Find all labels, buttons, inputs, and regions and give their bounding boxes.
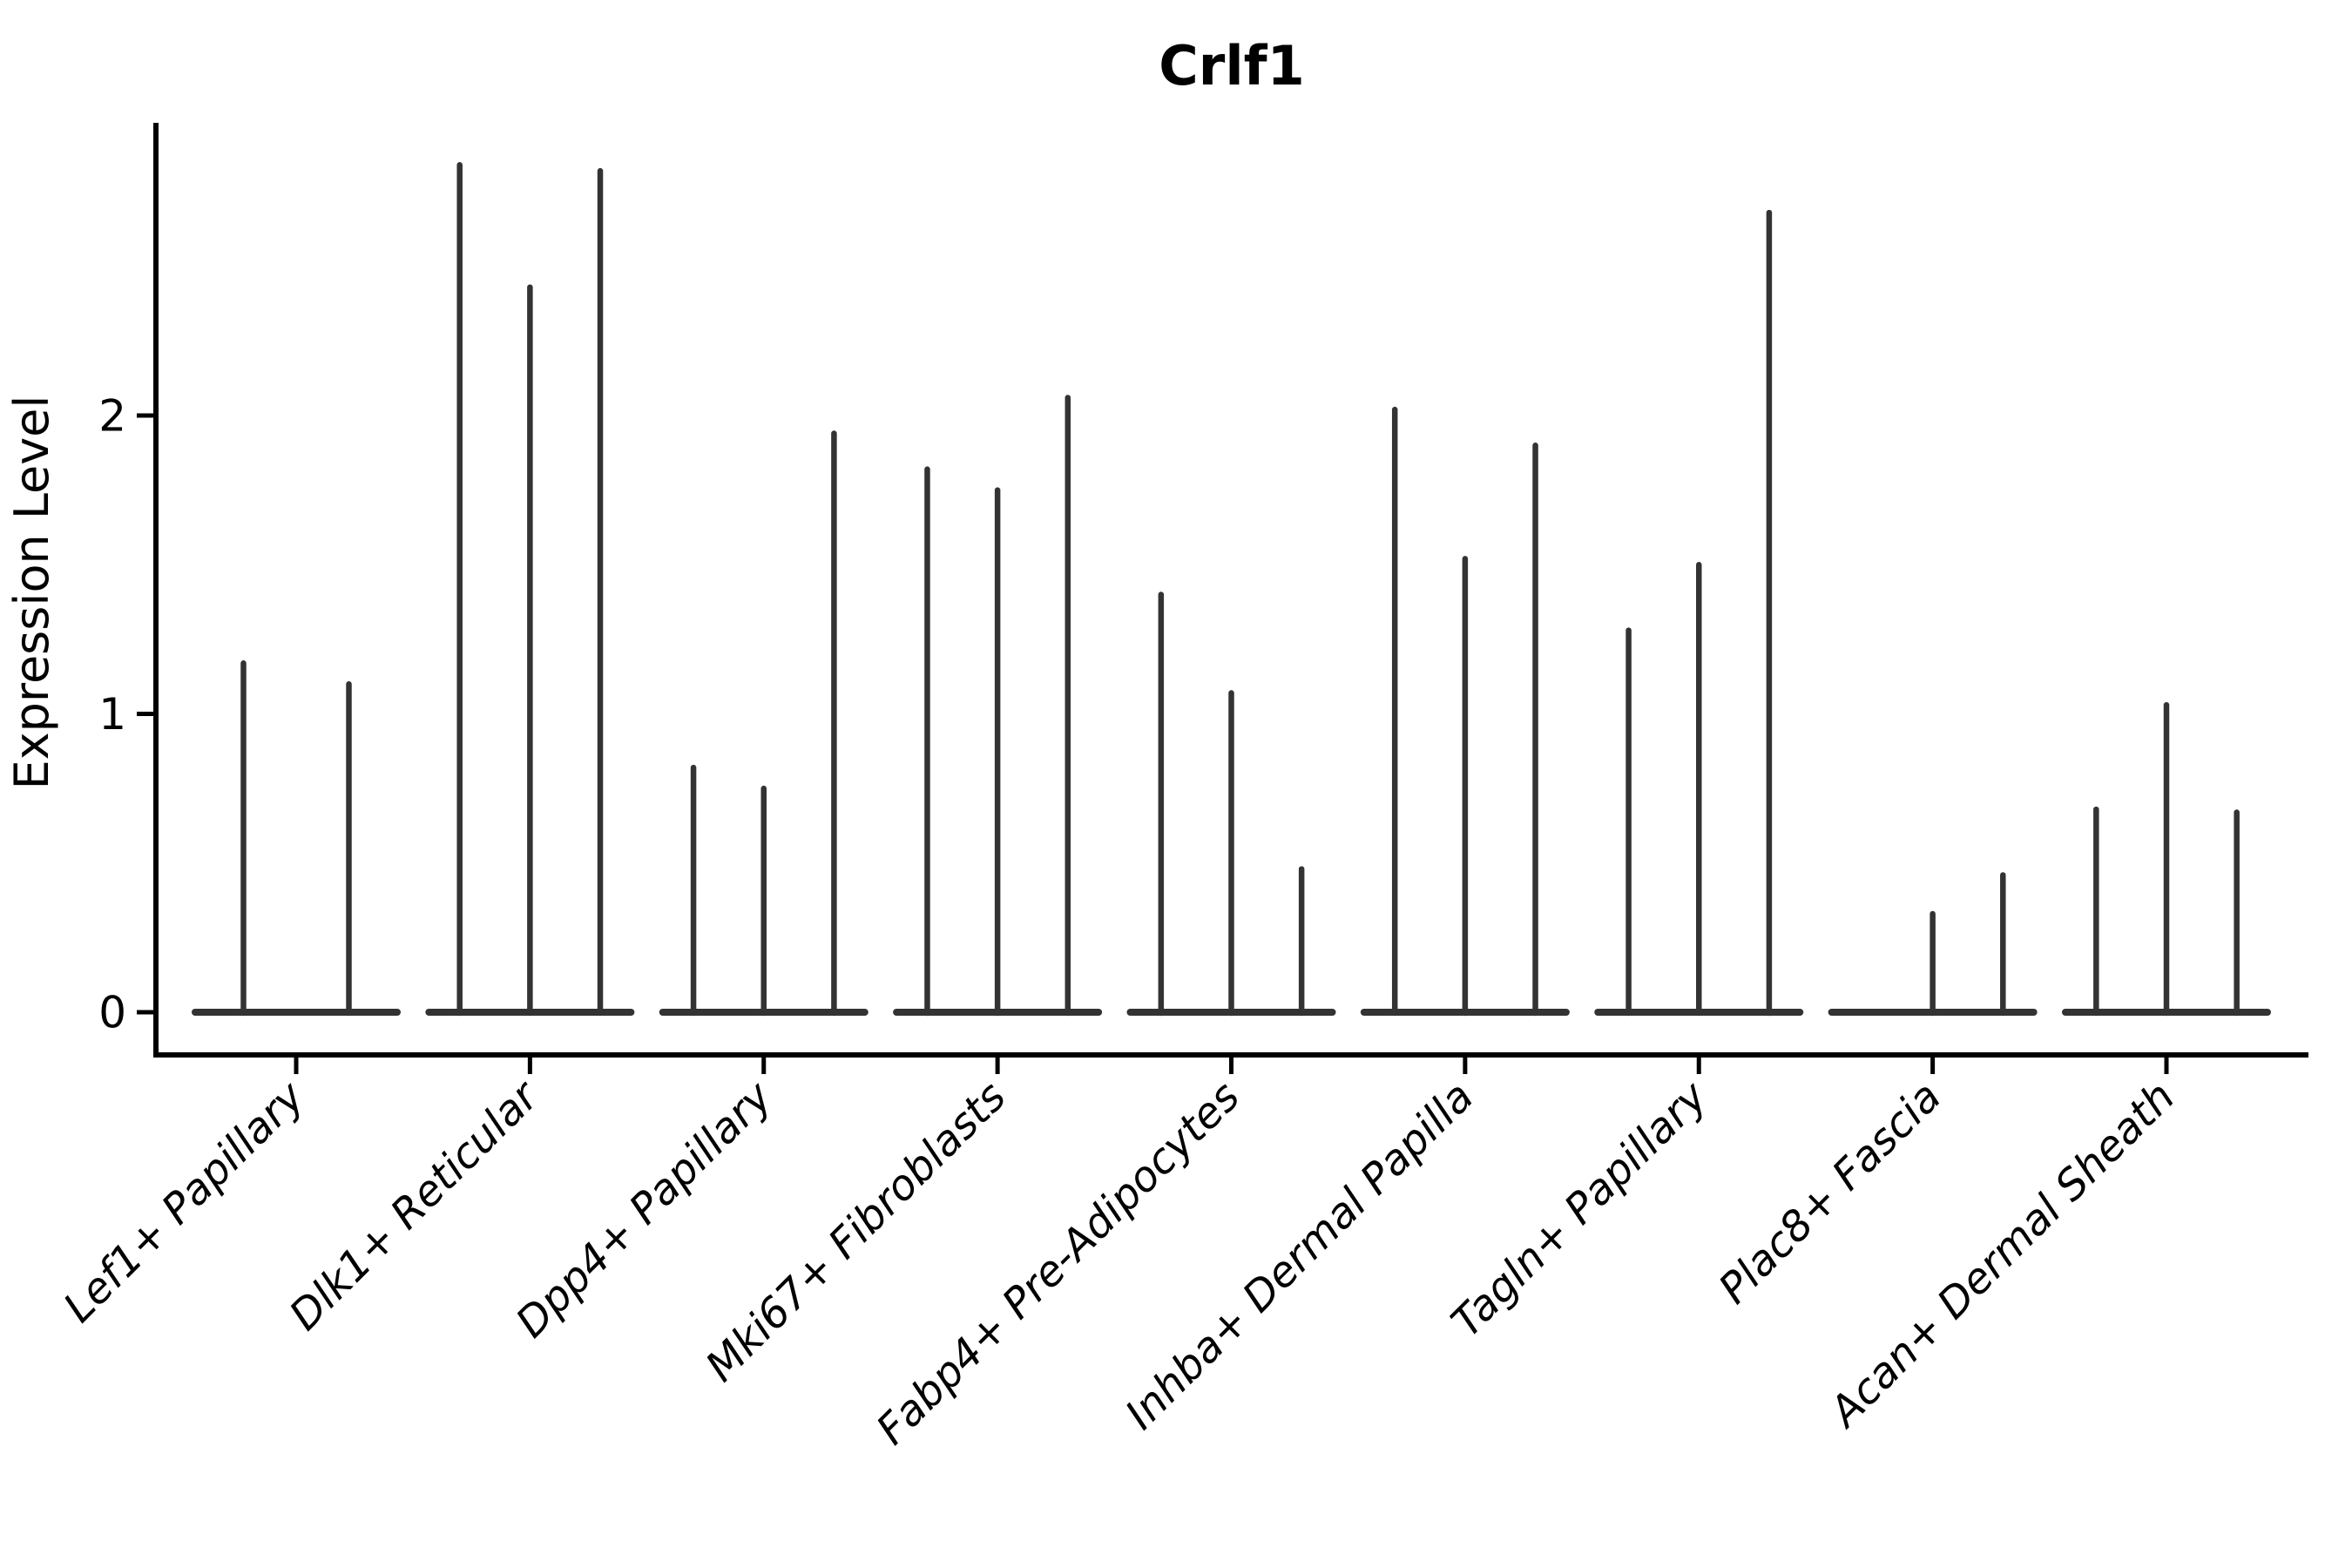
y-tick-label: 1 xyxy=(98,689,126,740)
y-tick-label: 0 xyxy=(98,988,126,1038)
x-tick-label: Dlk1+ Reticular xyxy=(280,1071,551,1341)
chart-title: Crlf1 xyxy=(1159,34,1304,98)
x-tick-label: Plac8+ Fascia xyxy=(1709,1072,1950,1314)
x-tick-label: Lef1+ Papillary xyxy=(54,1071,314,1332)
x-tick-label: Dpp4+ Papillary xyxy=(507,1071,782,1347)
axis-spines xyxy=(153,123,2308,1058)
y-tick-label: 2 xyxy=(98,391,126,442)
y-axis-label: Expression Level xyxy=(4,395,59,790)
violin-layer xyxy=(192,162,2271,1017)
x-tick-label: Tagln+ Papillary xyxy=(1443,1071,1718,1347)
